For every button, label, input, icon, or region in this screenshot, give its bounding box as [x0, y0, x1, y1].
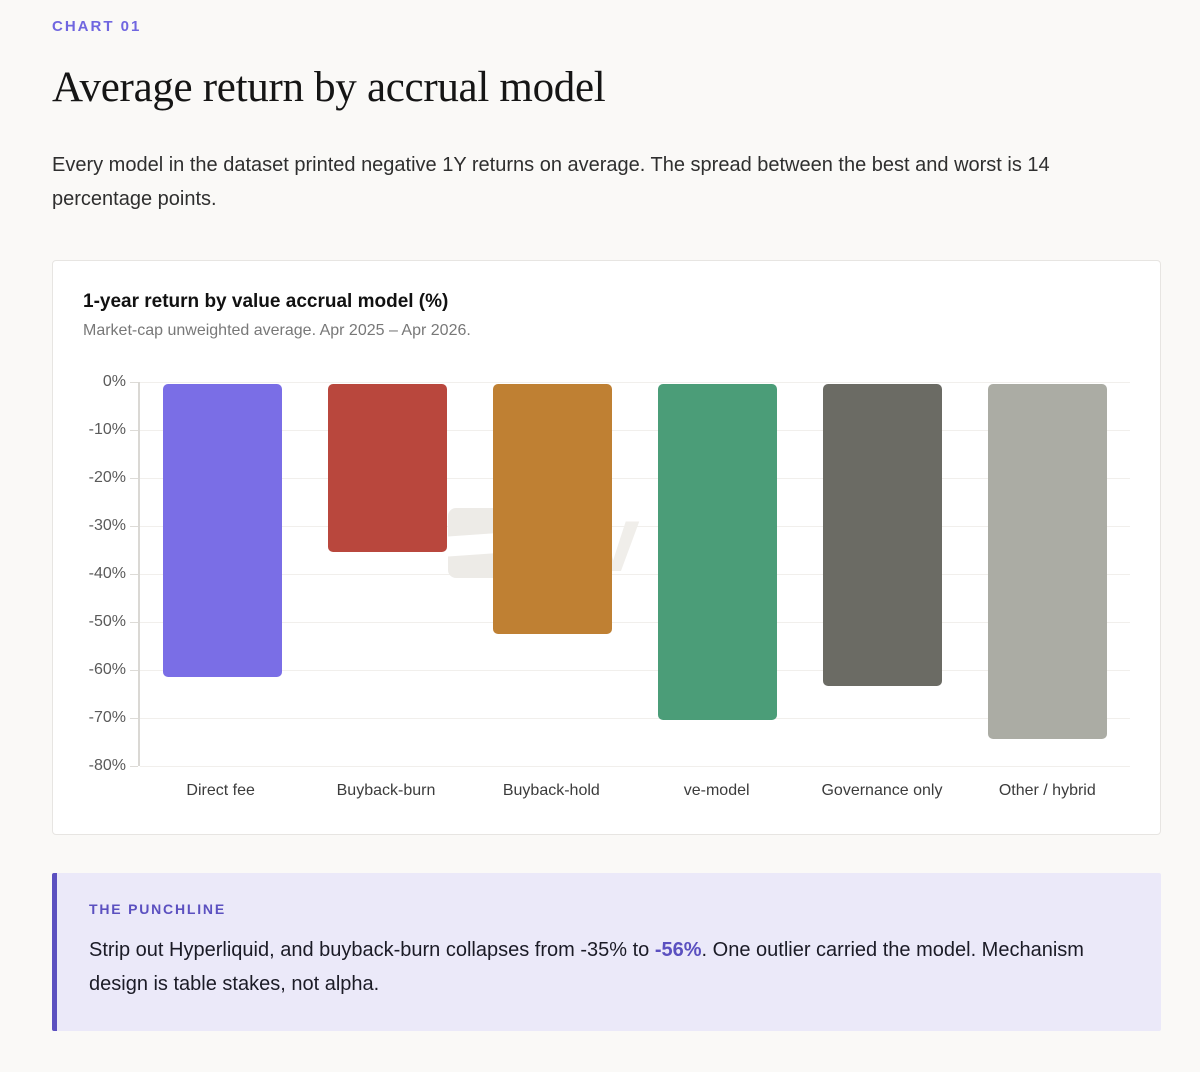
bar-other-hybrid — [988, 384, 1107, 740]
y-tick-label: -50% — [88, 613, 126, 630]
x-axis-label: Buyback-burn — [336, 782, 436, 799]
page-title: Average return by accrual model — [52, 64, 606, 111]
chart-title: 1-year return by value accrual model (%) — [83, 291, 449, 312]
gridline — [130, 430, 1130, 431]
punchline-highlight: -56% — [654, 939, 702, 961]
plot-area: ov — [130, 382, 1130, 767]
bar-buyback-burn — [328, 384, 447, 552]
bar-column — [800, 382, 965, 687]
punchline-text: Strip out Hyperliquid, and buyback-burn … — [89, 933, 1109, 1001]
gridline — [130, 574, 1130, 575]
x-axis-label: ve-model — [683, 782, 750, 799]
bar-direct-fee — [163, 384, 282, 677]
gridline — [130, 670, 1130, 671]
y-tick-label: -10% — [88, 421, 126, 438]
bar-buyback-hold — [493, 384, 612, 634]
gridline — [130, 382, 1130, 383]
x-axis-labels: Direct fee Buyback-burn Buyback-hold ve-mod… — [138, 782, 1130, 800]
bar-column — [635, 382, 800, 720]
chart-card: 1-year return by value accrual model (%)… — [52, 260, 1161, 835]
gridline — [130, 718, 1130, 719]
y-axis: 0% -10% -20% -30% -40% -50% -60% -70% -80% — [83, 373, 138, 774]
y-tick-label: -70% — [88, 709, 126, 726]
gridline — [130, 622, 1130, 623]
punchline-callout: THE PUNCHLINE Strip out Hyperliquid, and… — [52, 873, 1161, 1031]
bar-ve-model — [658, 384, 777, 720]
punchline-text-after: . One outlier carried the model. Mechani… — [89, 939, 1084, 995]
chart-subtitle: Market-cap unweighted average. Apr 2025 … — [83, 322, 471, 339]
punchline-label: THE PUNCHLINE — [89, 901, 226, 917]
x-axis-label: Other / hybrid — [998, 782, 1096, 799]
punchline-text-before: Strip out Hyperliquid, and buyback-burn … — [89, 939, 655, 961]
y-tick-label: -40% — [88, 565, 126, 582]
bar-column — [305, 382, 470, 552]
bars-group — [140, 382, 1130, 766]
bar-column — [140, 382, 305, 677]
y-tick-label: 0% — [102, 373, 126, 390]
gridline — [130, 526, 1130, 527]
bar-chart: 0% -10% -20% -30% -40% -50% -60% -70% -80% ov — [83, 373, 1130, 774]
gridline — [130, 766, 1130, 767]
bar-governance-only — [823, 384, 942, 687]
page: CHART 01 Average return by accrual model… — [0, 0, 1200, 1031]
intro-paragraph: Every model in the dataset printed negat… — [52, 154, 1050, 210]
gridline — [130, 478, 1130, 479]
y-tick-label: -20% — [88, 469, 126, 486]
y-tick-label: -60% — [88, 661, 126, 678]
x-axis-label: Buyback-hold — [502, 782, 600, 799]
bar-column — [470, 382, 635, 634]
y-tick-label: -30% — [88, 517, 126, 534]
y-tick-label: -80% — [88, 757, 126, 774]
bar-column — [965, 382, 1130, 740]
x-axis-label: Governance only — [821, 782, 943, 799]
x-axis-label: Direct fee — [186, 782, 255, 799]
chart-eyebrow: CHART 01 — [52, 18, 142, 35]
